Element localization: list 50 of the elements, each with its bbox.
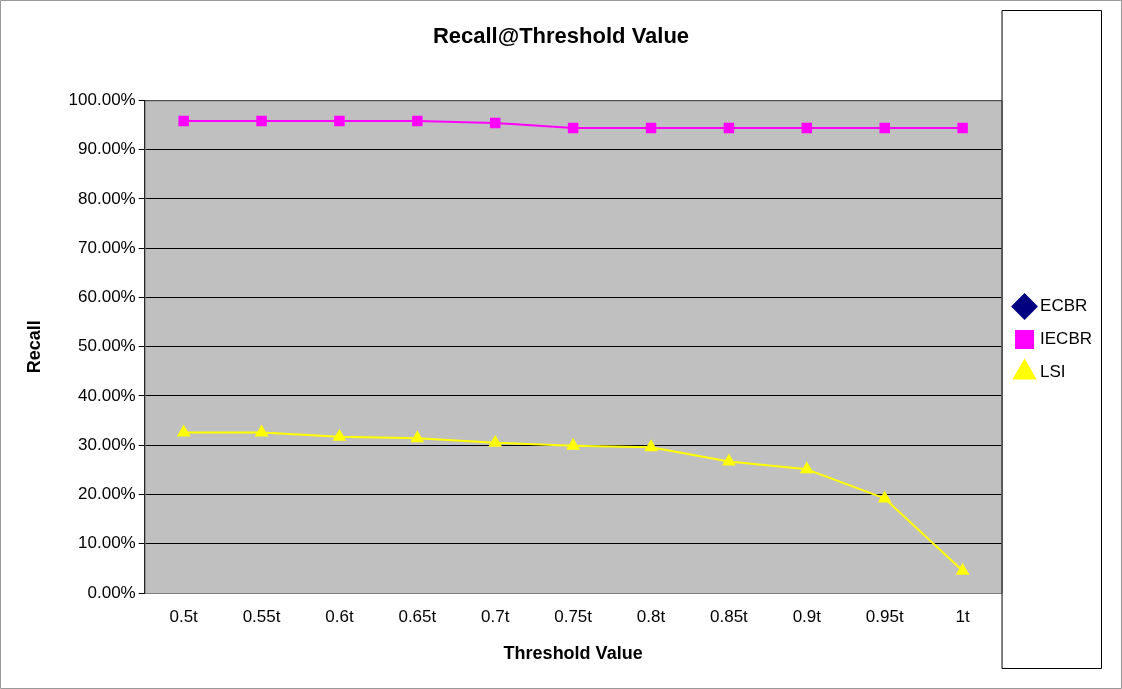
y-tick-label: 10.00% bbox=[78, 533, 136, 553]
x-tick-label: 0.55t bbox=[242, 606, 281, 626]
point bbox=[489, 117, 501, 129]
point bbox=[566, 438, 580, 450]
chart-title: Recall@Threshold Value bbox=[432, 23, 690, 49]
x-axis-title: Threshold Value bbox=[503, 643, 643, 664]
point bbox=[412, 115, 423, 127]
point bbox=[645, 122, 657, 134]
x-tick-label: 0.75t bbox=[554, 606, 593, 626]
y-tick-label: 0.00% bbox=[87, 582, 136, 602]
y-tick-label: 20.00% bbox=[78, 484, 136, 504]
x-tick-label: 0.9t bbox=[792, 606, 822, 626]
point bbox=[256, 115, 267, 127]
point bbox=[800, 462, 814, 474]
point bbox=[333, 429, 346, 441]
point bbox=[879, 122, 890, 134]
x-tick-label: 0.95t bbox=[865, 606, 904, 626]
x-tick-label: 0.5t bbox=[169, 606, 199, 626]
point bbox=[489, 435, 502, 447]
y-axis-title: Recall bbox=[23, 320, 44, 374]
y-tick-label: 70.00% bbox=[78, 237, 136, 257]
point bbox=[956, 563, 969, 575]
legend-label: ECBR bbox=[1040, 296, 1088, 316]
legend-label: LSI bbox=[1040, 362, 1066, 382]
point bbox=[334, 115, 345, 127]
x-tick-label: 0.65t bbox=[398, 606, 437, 626]
point bbox=[411, 431, 424, 443]
point bbox=[255, 425, 268, 437]
y-tick-label: 50.00% bbox=[78, 336, 136, 356]
point bbox=[178, 115, 189, 127]
x-tick-label: 1t bbox=[955, 606, 970, 626]
x-tick-label: 0.6t bbox=[325, 606, 354, 626]
point bbox=[878, 491, 891, 503]
legend-label: IECBR bbox=[1040, 329, 1093, 349]
y-tick-label: 60.00% bbox=[78, 287, 136, 307]
point bbox=[723, 122, 735, 134]
y-tick-label: 40.00% bbox=[78, 385, 136, 405]
x-tick-label: 0.7t bbox=[481, 606, 510, 626]
x-tick-label: 0.8t bbox=[636, 606, 666, 626]
point bbox=[177, 425, 190, 437]
x-tick-label: 0.85t bbox=[710, 606, 749, 626]
point bbox=[722, 454, 736, 466]
y-tick-label: 90.00% bbox=[78, 139, 136, 159]
point bbox=[644, 440, 658, 452]
point bbox=[957, 122, 968, 134]
point bbox=[567, 122, 579, 134]
y-tick-label: 100.00% bbox=[68, 90, 136, 110]
y-tick-label: 80.00% bbox=[78, 188, 136, 208]
point bbox=[801, 122, 813, 134]
y-tick-label: 30.00% bbox=[78, 434, 136, 454]
